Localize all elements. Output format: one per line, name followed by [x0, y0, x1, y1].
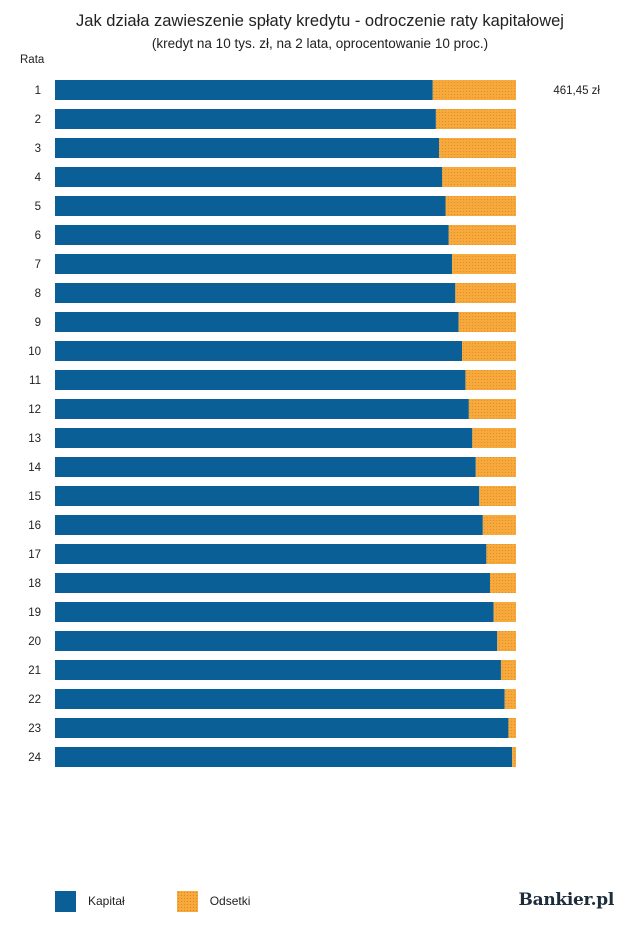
- category-label-12: 12: [28, 404, 41, 416]
- chart-title: Jak działa zawieszenie spłaty kredytu - …: [76, 12, 564, 30]
- category-label-19: 19: [28, 607, 41, 619]
- category-label-23: 23: [28, 723, 41, 735]
- category-label-10: 10: [28, 346, 41, 358]
- legend-item-kapital: Kapitał: [55, 890, 125, 912]
- category-label-2: 2: [35, 114, 41, 126]
- category-label-5: 5: [35, 201, 41, 213]
- bar-odsetki-12: [468, 399, 516, 419]
- bar-odsetki-22: [504, 689, 516, 709]
- bar-odsetki-23: [508, 718, 516, 738]
- bar-odsetki-1: [432, 80, 516, 100]
- bar-odsetki-24: [512, 747, 516, 767]
- category-label-20: 20: [28, 636, 41, 648]
- category-label-13: 13: [28, 433, 41, 445]
- bar-kapital-3: [55, 138, 440, 158]
- category-label-24: 24: [28, 752, 41, 764]
- bar-odsetki-16: [482, 515, 516, 535]
- legend: Kapitał Odsetki: [55, 890, 302, 912]
- bankier-logo: Bankier.pl: [518, 890, 615, 910]
- bar-odsetki-15: [479, 486, 516, 506]
- bar-odsetki-5: [445, 196, 516, 216]
- category-label-6: 6: [35, 230, 41, 242]
- bar-kapital-23: [55, 718, 509, 738]
- bar-kapital-7: [55, 254, 453, 274]
- bar-kapital-9: [55, 312, 459, 332]
- legend-label-odsetki: Odsetki: [209, 894, 251, 908]
- legend-item-odsetki: Odsetki: [176, 890, 251, 912]
- bar-kapital-5: [55, 196, 446, 216]
- bar-kapital-1: [55, 80, 433, 100]
- bar-odsetki-18: [489, 573, 516, 593]
- bar-odsetki-7: [452, 254, 516, 274]
- bar-kapital-12: [55, 399, 469, 419]
- bar-kapital-16: [55, 515, 483, 535]
- bar-kapital-4: [55, 167, 443, 187]
- bar-kapital-2: [55, 109, 436, 129]
- bar-odsetki-20: [497, 631, 516, 651]
- category-label-21: 21: [28, 665, 41, 677]
- total-annotation: 461,45 zł: [553, 85, 600, 97]
- category-label-17: 17: [28, 549, 41, 561]
- bar-odsetki-10: [462, 341, 516, 361]
- bar-odsetki-6: [448, 225, 516, 245]
- bar-kapital-6: [55, 225, 449, 245]
- bar-odsetki-9: [458, 312, 516, 332]
- category-label-9: 9: [35, 317, 41, 329]
- bar-kapital-18: [55, 573, 490, 593]
- category-label-16: 16: [28, 520, 41, 532]
- bar-kapital-15: [55, 486, 480, 506]
- legend-swatch-kapital: [55, 890, 76, 912]
- y-axis-label: Rata: [20, 54, 45, 66]
- bar-odsetki-11: [465, 370, 516, 390]
- bar-odsetki-8: [455, 283, 516, 303]
- bar-kapital-14: [55, 457, 476, 477]
- category-label-11: 11: [29, 375, 41, 387]
- bar-odsetki-14: [475, 457, 516, 477]
- bar-odsetki-2: [435, 109, 516, 129]
- bar-kapital-21: [55, 660, 501, 680]
- stacked-bar-chart: 1 461,45 zł234567891011121314151617181920…: [28, 80, 600, 767]
- category-label-22: 22: [28, 694, 41, 706]
- category-label-18: 18: [28, 578, 41, 590]
- bar-kapital-10: [55, 341, 463, 361]
- category-label-15: 15: [28, 491, 41, 503]
- bar-kapital-8: [55, 283, 456, 303]
- category-label-8: 8: [35, 288, 41, 300]
- bar-kapital-20: [55, 631, 498, 651]
- bar-odsetki-19: [493, 602, 516, 622]
- bar-odsetki-13: [472, 428, 516, 448]
- category-label-4: 4: [35, 172, 42, 184]
- bar-odsetki-4: [442, 167, 516, 187]
- bar-odsetki-21: [500, 660, 516, 680]
- category-label-14: 14: [28, 462, 41, 474]
- legend-swatch-odsetki: [176, 890, 198, 912]
- bar-kapital-13: [55, 428, 473, 448]
- bar-odsetki-3: [439, 138, 516, 158]
- category-label-3: 3: [35, 143, 41, 155]
- bars-group: 1 461,45 zł234567891011121314151617181920…: [28, 80, 600, 767]
- bar-kapital-22: [55, 689, 505, 709]
- bar-odsetki-17: [486, 544, 516, 564]
- category-label-1: 1: [35, 85, 41, 97]
- chart-subtitle: (kredyt na 10 tys. zł, na 2 lata, oproce…: [151, 36, 489, 51]
- bar-kapital-19: [55, 602, 494, 622]
- bar-kapital-24: [55, 747, 513, 767]
- bar-kapital-11: [55, 370, 466, 390]
- category-label-7: 7: [35, 259, 41, 271]
- legend-label-kapital: Kapitał: [88, 894, 125, 908]
- bar-kapital-17: [55, 544, 487, 564]
